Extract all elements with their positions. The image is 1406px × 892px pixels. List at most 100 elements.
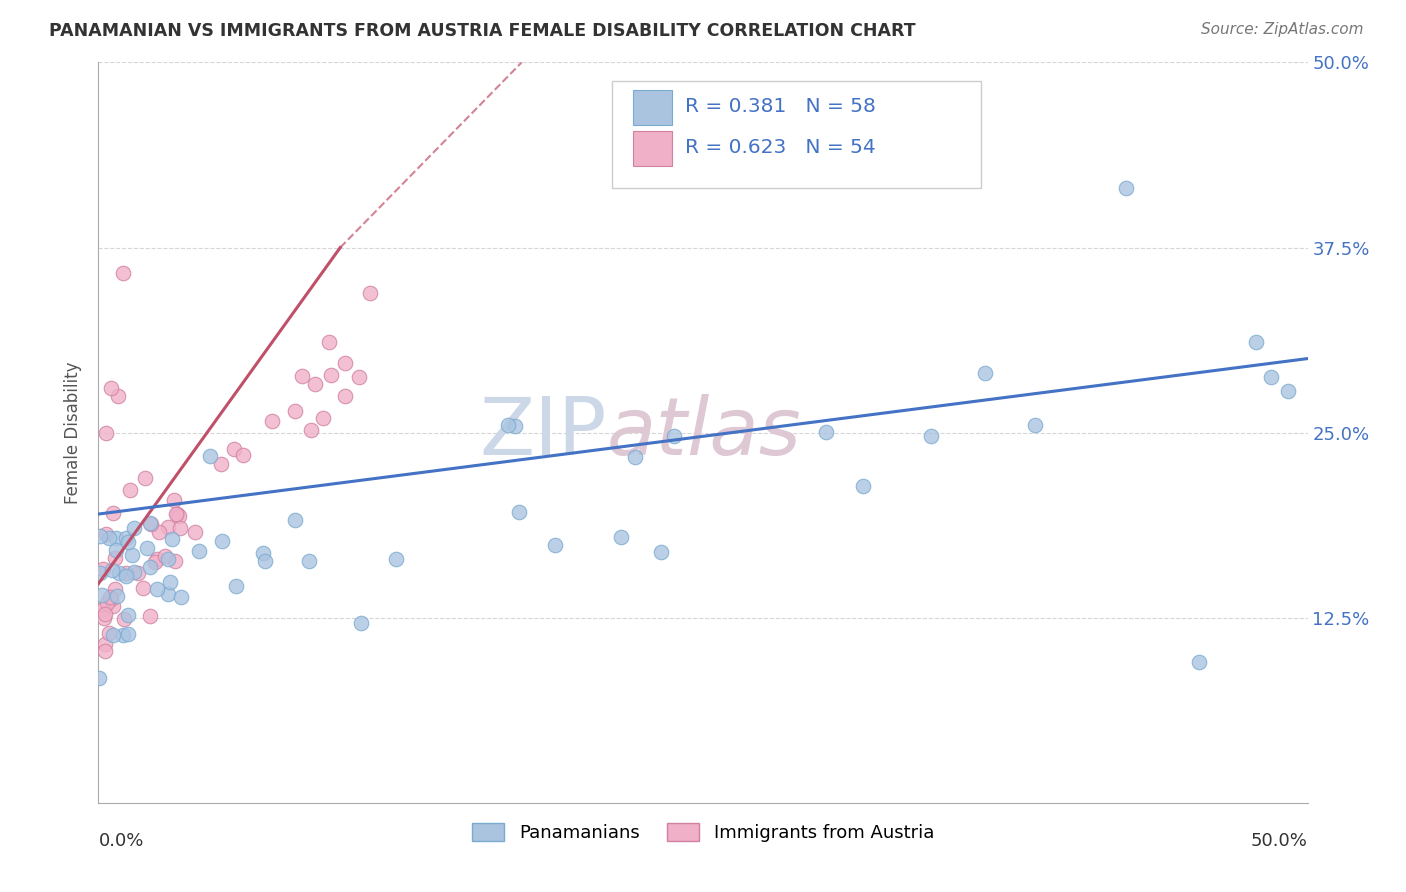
Point <box>107 589 129 603</box>
Point <box>98 531 121 545</box>
Point <box>105 531 128 545</box>
Point <box>1188 655 1211 669</box>
Point <box>815 425 838 439</box>
Point <box>101 627 124 641</box>
FancyBboxPatch shape <box>613 81 981 188</box>
Point <box>973 366 995 380</box>
Point <box>304 377 326 392</box>
Point <box>98 590 121 604</box>
Point <box>107 388 129 402</box>
Point <box>253 554 276 568</box>
Point <box>503 419 526 434</box>
Point <box>91 561 114 575</box>
Point <box>155 549 177 563</box>
Point <box>104 582 127 596</box>
Point <box>198 449 221 463</box>
Bar <box>633 130 672 166</box>
Point <box>321 368 343 383</box>
Point <box>1024 418 1046 433</box>
Point <box>105 543 128 558</box>
Point <box>94 607 117 621</box>
Point <box>94 644 117 658</box>
Point <box>252 546 274 560</box>
Point <box>134 471 156 485</box>
Point <box>122 521 145 535</box>
Point <box>222 442 245 456</box>
Point <box>184 525 207 540</box>
Point <box>87 672 110 686</box>
Point <box>662 429 685 443</box>
Point <box>96 596 118 610</box>
Point <box>920 428 942 442</box>
Point <box>544 538 567 552</box>
Point <box>852 478 875 492</box>
Point <box>496 417 519 432</box>
Text: ZIP: ZIP <box>479 393 606 472</box>
Point <box>138 559 160 574</box>
Point <box>312 411 335 425</box>
Point <box>209 457 232 471</box>
Point <box>384 551 406 566</box>
Point <box>333 389 356 403</box>
Point <box>94 425 117 440</box>
Point <box>188 543 211 558</box>
Point <box>1115 181 1137 195</box>
Legend: Panamanians, Immigrants from Austria: Panamanians, Immigrants from Austria <box>465 815 941 849</box>
Text: R = 0.623   N = 54: R = 0.623 N = 54 <box>685 138 876 157</box>
Point <box>298 554 321 568</box>
Y-axis label: Female Disability: Female Disability <box>65 361 83 504</box>
Point <box>299 423 322 437</box>
Text: 0.0%: 0.0% <box>98 832 143 850</box>
Text: Source: ZipAtlas.com: Source: ZipAtlas.com <box>1201 22 1364 37</box>
Point <box>335 356 357 370</box>
Point <box>291 368 314 383</box>
Point <box>225 579 247 593</box>
Point <box>104 551 127 566</box>
Text: PANAMANIAN VS IMMIGRANTS FROM AUSTRIA FEMALE DISABILITY CORRELATION CHART: PANAMANIAN VS IMMIGRANTS FROM AUSTRIA FE… <box>49 22 915 40</box>
Point <box>163 492 186 507</box>
Point <box>349 369 371 384</box>
Point <box>94 526 117 541</box>
Point <box>508 505 530 519</box>
Point <box>111 266 134 280</box>
Point <box>143 555 166 569</box>
Point <box>1277 384 1299 399</box>
Point <box>101 506 124 520</box>
Point <box>160 533 183 547</box>
Point <box>359 286 381 301</box>
Point <box>650 545 672 559</box>
Point <box>139 608 162 623</box>
Text: atlas: atlas <box>606 393 801 472</box>
Point <box>156 587 179 601</box>
Point <box>100 592 122 607</box>
Point <box>165 553 187 567</box>
Point <box>350 616 373 631</box>
Point <box>139 516 162 531</box>
Point <box>232 448 254 462</box>
Point <box>117 535 139 549</box>
Point <box>112 611 135 625</box>
Point <box>156 520 179 534</box>
Point <box>121 549 143 563</box>
Bar <box>633 90 672 126</box>
Point <box>624 450 647 464</box>
Point <box>211 533 233 548</box>
Point <box>1246 335 1268 350</box>
Point <box>115 569 138 583</box>
Point <box>90 588 112 602</box>
Point <box>610 530 633 544</box>
Point <box>93 611 115 625</box>
Point <box>94 637 117 651</box>
Point <box>284 513 307 527</box>
Point <box>115 566 138 580</box>
Point <box>132 581 155 595</box>
Point <box>165 507 187 521</box>
Point <box>146 582 169 596</box>
Point <box>111 628 134 642</box>
Point <box>159 574 181 589</box>
Point <box>117 627 139 641</box>
Point <box>100 381 122 395</box>
Point <box>135 541 157 555</box>
Point <box>1260 370 1282 384</box>
Point <box>118 483 141 497</box>
